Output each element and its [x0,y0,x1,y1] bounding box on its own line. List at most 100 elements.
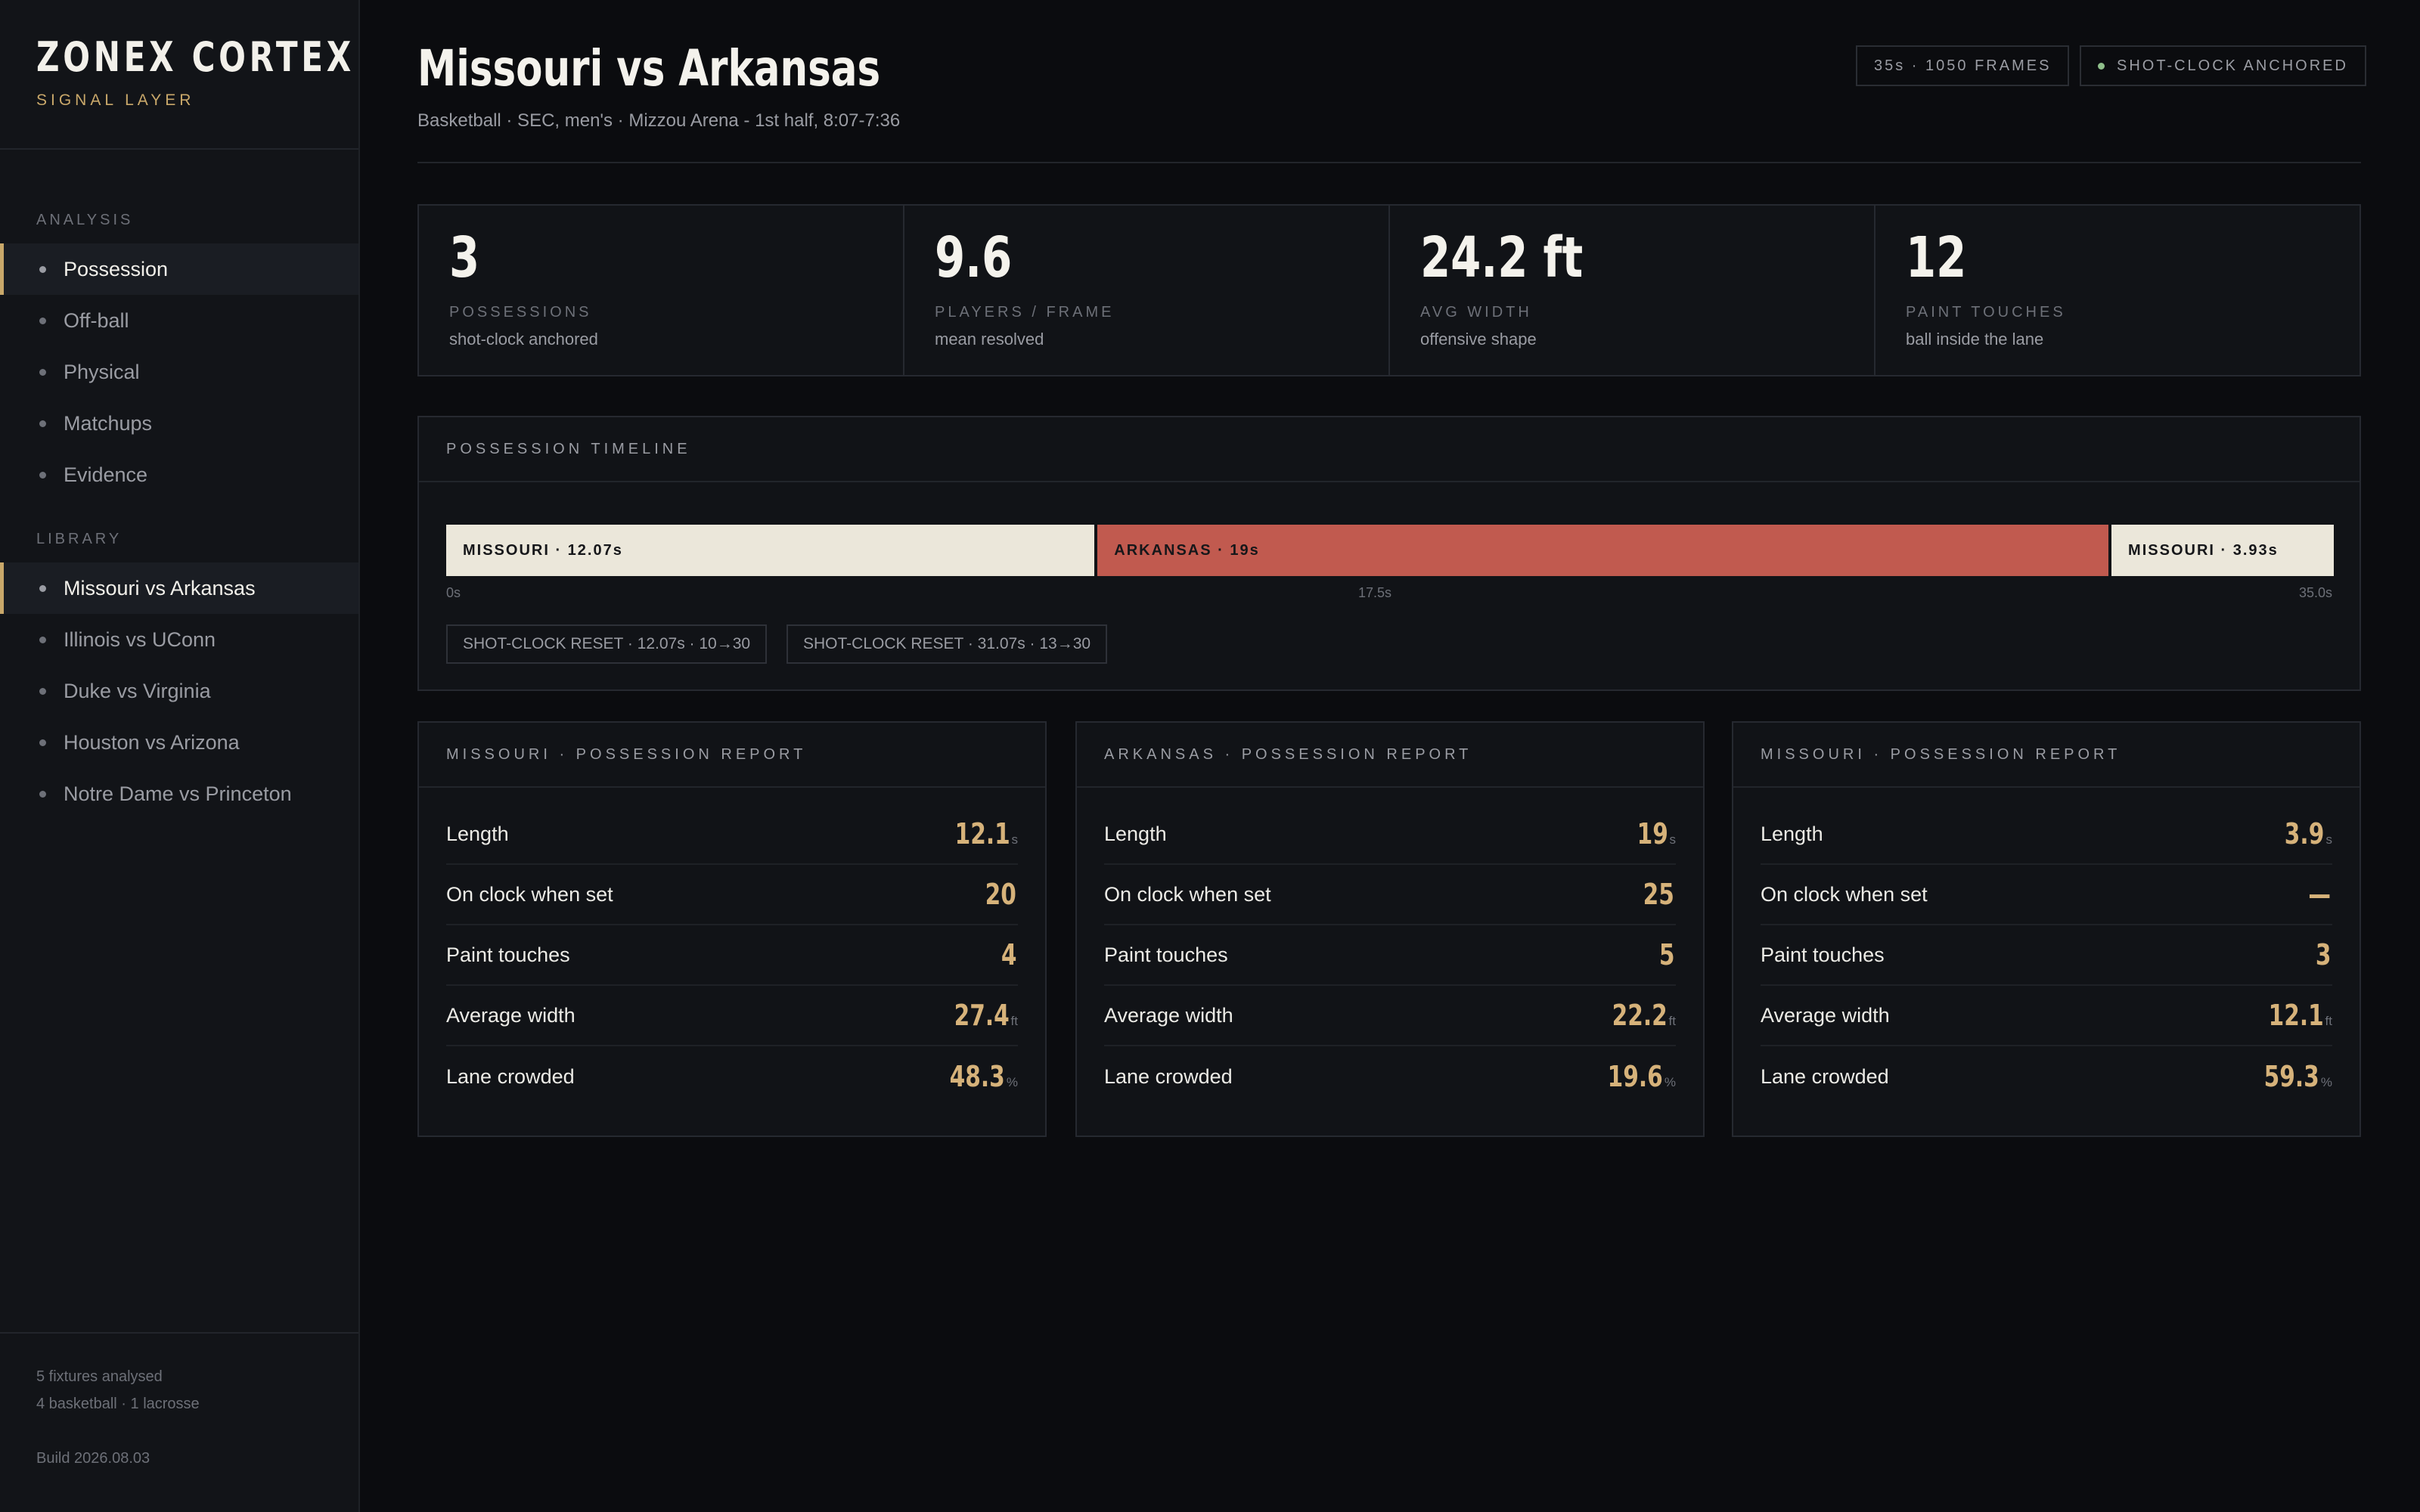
sidebar-divider [0,148,358,150]
nav-item-matchups[interactable]: Matchups [0,398,358,449]
row-unit: % [1664,1075,1676,1089]
row-value: 25 [1643,878,1674,911]
row-value: 5 [1658,938,1674,971]
brand-subtitle: SIGNAL LAYER [36,91,195,109]
possession-report-missouri-2: MISSOURI · POSSESSION REPORT Length 3.9 s … [1732,721,2361,1137]
row-label: Paint touches [1104,943,1228,966]
brand: ZONEX CORTEX SIGNAL LAYER [36,33,445,110]
row-label: Length [1104,822,1167,845]
timeline-segment-arkansas[interactable]: ARKANSAS · 19s [1097,525,2109,576]
bullet-icon [39,688,46,695]
bullet-icon [39,585,46,592]
event-label: SHOT-CLOCK RESET · 12.07s · 10→30 [463,635,751,652]
stat-value: 3 [449,225,480,290]
row-label: On clock when set [1104,882,1271,906]
brand-name: ZONEX CORTEX [36,33,355,81]
nav-library-list: Missouri vs Arkansas Illinois vs UConn D… [0,562,358,820]
stat-note: ball inside the lane [1906,330,2044,349]
library-item-label: Duke vs Virginia [64,679,211,702]
footer-fixtures: 5 fixtures analysed [36,1368,163,1385]
row-value: 3 [2315,938,2331,971]
row-label: Paint touches [1761,943,1885,966]
row-label: Average width [446,1003,576,1027]
row-label: Average width [1104,1003,1233,1027]
shot-clock-reset-tag: SHOT-CLOCK RESET · 12.07s · 10→30 [446,624,768,664]
timeline-segment-missouri[interactable]: MISSOURI · 12.07s [446,525,1095,576]
possession-timeline-panel: POSSESSION TIMELINE MISSOURI · 12.07s AR… [417,416,2361,691]
nav-item-label: Physical [64,360,140,383]
row-label: On clock when set [446,882,613,906]
row-unit: s [1011,832,1019,847]
nav-section-analysis: ANALYSIS [36,212,134,228]
row-unit: % [2320,1075,2332,1089]
stat-label: PLAYERS / FRAME [935,304,1115,321]
page-subtitle: Basketball · SEC, men's · Mizzou Arena -… [417,110,901,131]
stat-label: PAINT TOUCHES [1906,304,2066,321]
nav-item-evidence[interactable]: Evidence [0,449,358,500]
segment-label: MISSOURI · 12.07s [463,541,623,559]
nav-item-physical[interactable]: Physical [0,346,358,398]
segment-label: ARKANSAS · 19s [1114,541,1260,559]
row-value: — [2308,878,2331,911]
row-unit: s [1669,832,1677,847]
row-unit: ft [1668,1014,1676,1028]
report-row-length: Length 12.1 s [446,804,1018,865]
nav-item-possession[interactable]: Possession [0,243,358,295]
library-item-duke-vs-virginia[interactable]: Duke vs Virginia [0,665,358,717]
library-item-notre-dame-vs-princeton[interactable]: Notre Dame vs Princeton [0,768,358,820]
report-row-lane-crowded: Lane crowded 48.3% [446,1046,1018,1107]
page-title: Missouri vs Arkansas [417,39,881,98]
stat-note: mean resolved [935,330,1044,349]
stat-avg-width: 24.2 ft AVG WIDTH offensive shape [1390,206,1876,375]
library-item-illinois-vs-uconn[interactable]: Illinois vs UConn [0,614,358,665]
stat-cards: 3 POSSESSIONS shot-clock anchored 9.6 PL… [417,204,2361,376]
row-label: Lane crowded [446,1064,575,1088]
stat-label: POSSESSIONS [449,304,592,321]
shot-clock-reset-tag: SHOT-CLOCK RESET · 31.07s · 13→30 [786,624,1108,664]
nav-item-off-ball[interactable]: Off-ball [0,295,358,346]
report-row-average-width: Average width 22.2 ft [1104,986,1676,1046]
library-item-label: Houston vs Arizona [64,730,240,754]
segment-label: MISSOURI · 3.93s [2128,541,2279,559]
timeline-bar: MISSOURI · 12.07s ARKANSAS · 19s MISSOUR… [446,525,2334,576]
nav-analysis-list: Possession Off-ball Physical Matchups Ev… [0,243,358,500]
row-label: Length [446,822,509,845]
nav-item-label: Off-ball [64,308,129,332]
header-divider [417,162,2361,163]
timeline-segment-missouri[interactable]: MISSOURI · 3.93s [2111,525,2334,576]
report-rows: Length 3.9 s On clock when set — Paint touc… [1733,788,2360,1107]
nav-item-label: Evidence [64,463,148,486]
nav-item-label: Possession [64,257,169,280]
panel-title: MISSOURI · POSSESSION REPORT [1733,723,2360,788]
row-value: 12.1 [2268,999,2324,1032]
library-item-missouri-vs-arkansas[interactable]: Missouri vs Arkansas [0,562,358,614]
stat-value: 9.6 [935,225,1013,290]
bullet-icon [39,420,46,427]
report-row-lane-crowded: Lane crowded 19.6% [1104,1046,1676,1107]
library-item-label: Illinois vs UConn [64,627,216,651]
row-value: 27.4 [954,999,1010,1032]
report-row-length: Length 19 s [1104,804,1676,865]
row-value: 48.3 [949,1060,1005,1093]
row-label: Average width [1761,1003,1890,1027]
row-value: 12.1 [954,817,1010,850]
anchor-badge-label: SHOT-CLOCK ANCHORED [2117,57,2348,74]
row-unit: ft [2325,1014,2332,1028]
row-unit: ft [1010,1014,1018,1028]
report-row-average-width: Average width 27.4 ft [446,986,1018,1046]
row-value: 4 [1001,938,1016,971]
bullet-icon [39,739,46,746]
library-item-houston-vs-arizona[interactable]: Houston vs Arizona [0,717,358,768]
sidebar: ZONEX CORTEX SIGNAL LAYER ANALYSIS Posse… [0,0,360,1512]
stat-paint-touches: 12 PAINT TOUCHES ball inside the lane [1876,206,2360,375]
report-row-paint-touches: Paint touches 4 [446,925,1018,986]
row-value: 19.6 [1607,1060,1663,1093]
report-row-lane-crowded: Lane crowded 59.3% [1761,1046,2332,1107]
row-label: Lane crowded [1104,1064,1233,1088]
nav-section-library: LIBRARY [36,531,123,547]
row-unit: s [2325,832,2333,847]
panel-title: ARKANSAS · POSSESSION REPORT [1077,723,1703,788]
report-row-paint-touches: Paint touches 5 [1104,925,1676,986]
bullet-icon [39,472,46,479]
nav-item-label: Matchups [64,411,153,435]
